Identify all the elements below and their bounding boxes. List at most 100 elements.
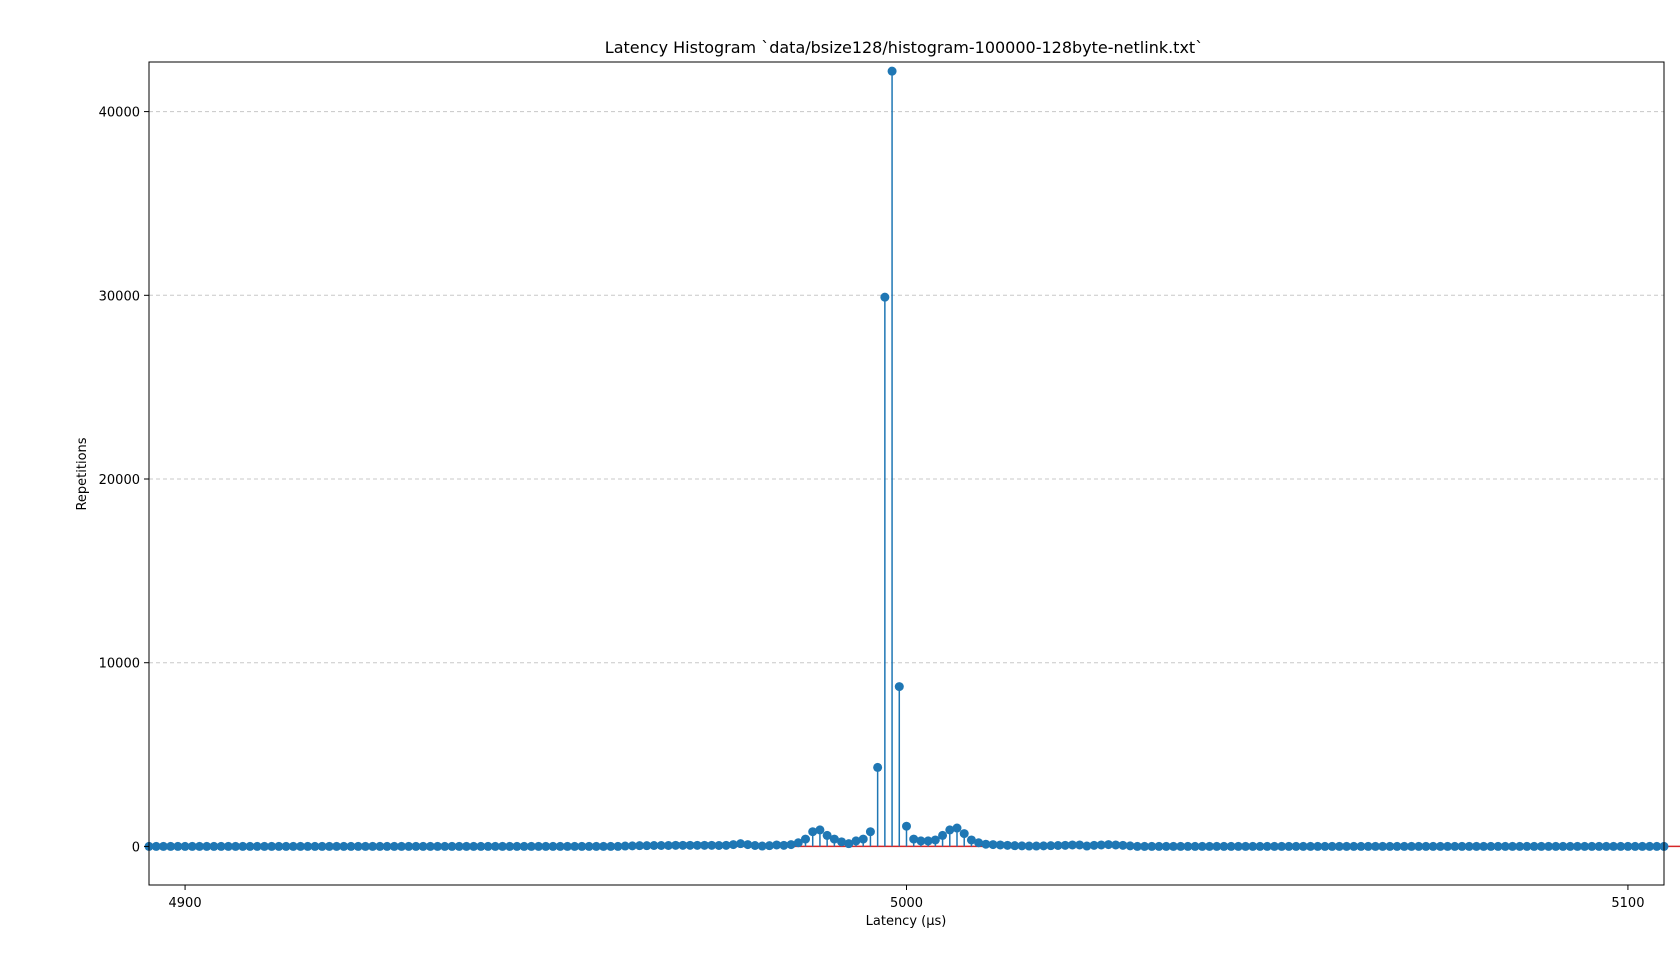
stem-marker (447, 841, 457, 851)
stem-marker (1479, 841, 1489, 851)
stem-marker (1334, 841, 1344, 851)
stem-marker (238, 841, 248, 851)
stem-marker (808, 827, 818, 837)
stem-marker (1536, 841, 1546, 851)
stem-marker (1572, 841, 1582, 851)
stem-marker (1609, 841, 1618, 851)
stem-marker (1580, 841, 1590, 851)
stem-marker (1205, 841, 1214, 851)
stem-marker (505, 841, 515, 851)
stem-marker (1623, 841, 1633, 851)
stem-marker (844, 839, 854, 849)
stem-marker (1652, 841, 1662, 851)
stem-marker (642, 841, 652, 851)
stem-marker (865, 827, 875, 837)
stem-marker (678, 840, 688, 850)
stem-marker (332, 841, 342, 851)
stem-marker (599, 841, 608, 851)
stem-marker (902, 821, 911, 831)
stem-marker (714, 841, 724, 851)
stem-marker (461, 841, 471, 851)
stem-marker (671, 840, 681, 850)
stem-marker (656, 841, 666, 851)
stem-marker (1248, 841, 1258, 851)
stem-marker (1075, 840, 1085, 850)
stem-marker (1457, 841, 1467, 851)
stem-marker (649, 841, 659, 851)
stem-marker (1298, 841, 1308, 851)
stem-marker (880, 292, 890, 302)
stem-marker (1320, 841, 1330, 851)
stem-marker (1277, 841, 1287, 851)
stem-marker (433, 841, 443, 851)
stem-marker (1168, 841, 1178, 851)
stem-marker (570, 841, 580, 851)
stem-marker (952, 823, 962, 833)
stem-marker (635, 841, 645, 851)
stem-marker (1342, 841, 1352, 851)
stem-marker (887, 66, 897, 76)
stem-marker (151, 841, 161, 851)
stem-marker (317, 841, 327, 851)
stem-marker (1053, 841, 1063, 851)
stem-marker (425, 841, 435, 851)
stem-marker (1414, 841, 1424, 851)
stem-marker (1370, 841, 1380, 851)
stem-marker (519, 841, 529, 851)
stem-marker (382, 841, 392, 851)
y-tick-label: 0 (132, 840, 140, 855)
stem-marker (1450, 841, 1460, 851)
stem-marker (454, 841, 464, 851)
stem-marker (1313, 841, 1323, 851)
stem-marker (966, 835, 976, 845)
stem-marker (700, 840, 709, 850)
stem-marker (1125, 841, 1135, 851)
stem-marker (801, 834, 810, 844)
stem-marker (945, 825, 955, 835)
stem-marker (158, 841, 168, 851)
stem-marker (1089, 840, 1099, 850)
stem-marker (1428, 841, 1438, 851)
stem-marker (1284, 841, 1294, 851)
stem-marker (1010, 841, 1020, 851)
stem-marker (764, 841, 774, 851)
stem-marker (1003, 840, 1012, 850)
stem-marker (562, 841, 572, 851)
stem-marker (346, 841, 356, 851)
chart-title: Latency Histogram `data/bsize128/histogr… (605, 38, 1203, 57)
stem-marker (909, 834, 919, 844)
stem-marker (1500, 841, 1510, 851)
stem-marker (1140, 841, 1150, 851)
grid (149, 111, 1664, 847)
stem-marker (1306, 841, 1315, 851)
y-axis-label: Repetitions (75, 437, 90, 510)
stem-marker (324, 841, 334, 851)
stem-marker (512, 841, 522, 851)
stem-marker (1399, 841, 1409, 851)
stem-marker (411, 841, 421, 851)
stem-marker (757, 841, 767, 851)
stem-marker (1486, 841, 1496, 851)
stem-marker (1522, 841, 1532, 851)
stem-marker (591, 841, 601, 851)
stem-marker (1154, 841, 1164, 851)
stem-marker (1132, 841, 1142, 851)
stem-marker (1031, 841, 1041, 851)
stem-marker (1378, 841, 1388, 851)
stem-marker (1349, 841, 1359, 851)
stem-marker (1630, 841, 1640, 851)
stem-marker (721, 840, 731, 850)
stem-marker (1551, 841, 1561, 851)
stem-marker (1385, 841, 1395, 851)
stem-marker (613, 841, 623, 851)
stem-marker (389, 841, 399, 851)
stem-marker (303, 841, 313, 851)
stems (624, 71, 1131, 847)
stem-marker (498, 841, 507, 851)
stem-marker (1544, 841, 1554, 851)
stem-marker (793, 838, 803, 848)
stem-marker (548, 841, 558, 851)
stem-marker (1060, 840, 1070, 850)
stem-marker (375, 841, 385, 851)
stem-marker (440, 841, 450, 851)
